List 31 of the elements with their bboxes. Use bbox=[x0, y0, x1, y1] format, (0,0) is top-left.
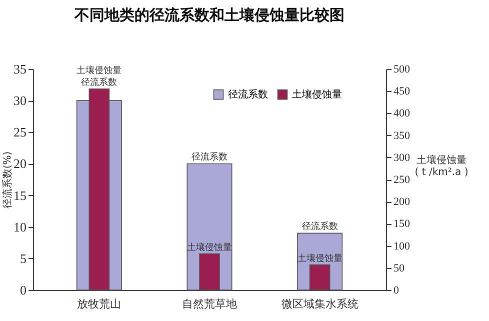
y2-tick-label: 50 bbox=[394, 262, 405, 274]
y2-tick-label: 100 bbox=[394, 240, 410, 252]
y2-tick-label: 500 bbox=[394, 64, 410, 76]
data-label: 土壤侵蚀量 bbox=[76, 64, 122, 76]
y-tick-label: 0 bbox=[20, 282, 26, 298]
y-tick-label: 30 bbox=[14, 93, 26, 108]
y2-tick-label: 200 bbox=[394, 196, 410, 208]
y2-tick-label: 250 bbox=[394, 174, 410, 186]
data-label: 径流系数 bbox=[302, 221, 338, 232]
legend-label: 径流系数 bbox=[228, 88, 268, 101]
y-axis-title: 径流系数(%) bbox=[2, 151, 14, 209]
y-tick-label: 15 bbox=[14, 188, 26, 203]
y2-tick-label: 150 bbox=[394, 218, 410, 230]
data-label: 径流系数 bbox=[192, 152, 228, 163]
y-tick-label: 5 bbox=[20, 250, 26, 266]
y2-tick-label: 400 bbox=[394, 108, 410, 120]
legend-label: 土壤侵蚀量 bbox=[292, 88, 342, 101]
y-tick-label: 10 bbox=[14, 219, 26, 234]
x-tick-label: 放牧荒山 bbox=[77, 298, 122, 310]
x-tick-label: 微区域集水系统 bbox=[281, 298, 358, 310]
y2-tick-label: 450 bbox=[394, 86, 410, 98]
y2-axis-title: 土壤侵蚀量 ( t /km².a ) bbox=[414, 154, 468, 178]
y2-tick-label: 300 bbox=[394, 152, 410, 164]
data-label: 径流系数 bbox=[81, 76, 118, 88]
y-tick-label: 35 bbox=[14, 62, 26, 76]
y-tick-label: 20 bbox=[14, 156, 26, 172]
y-tick-label: 25 bbox=[14, 124, 26, 140]
chart-title: 不同地类的径流系数和土壤侵蚀量比较图 bbox=[74, 6, 344, 24]
y2-tick-label: 350 bbox=[394, 130, 410, 142]
x-tick-label: 自然荒草地 bbox=[182, 298, 237, 310]
y2-tick-label: 0 bbox=[394, 284, 400, 296]
